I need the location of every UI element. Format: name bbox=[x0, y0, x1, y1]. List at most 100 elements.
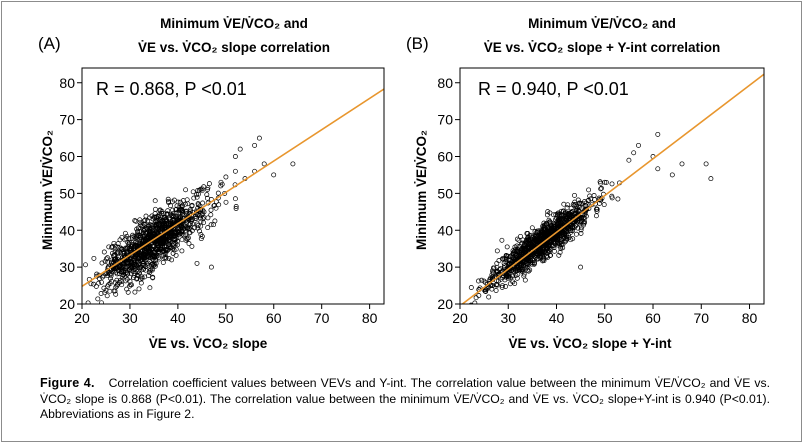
panel-b-point bbox=[518, 251, 524, 257]
panel-b-point bbox=[522, 277, 528, 283]
panel-a-point bbox=[176, 211, 182, 217]
panel-a-point bbox=[152, 206, 158, 212]
panel-a-point bbox=[107, 281, 113, 286]
panel-a-point bbox=[184, 236, 190, 242]
panel-b-point bbox=[476, 278, 481, 284]
panel-a-point bbox=[232, 196, 238, 202]
panel-b-point bbox=[609, 195, 615, 201]
panel-a-point bbox=[170, 199, 175, 205]
panel-a-point bbox=[213, 205, 219, 211]
panel-a-point bbox=[118, 250, 124, 256]
panel-a-point bbox=[180, 208, 186, 214]
panel-b-point bbox=[541, 220, 547, 226]
panel-b-point bbox=[551, 235, 557, 241]
panel-a-point bbox=[152, 198, 158, 204]
panel-a-point bbox=[205, 187, 210, 192]
panel-a-point bbox=[128, 248, 133, 254]
panel-b-point bbox=[591, 193, 597, 198]
panel-a-point bbox=[185, 235, 191, 241]
panel-b-point bbox=[581, 219, 587, 225]
panel-b-point bbox=[552, 248, 557, 254]
panel-b-point bbox=[494, 248, 500, 254]
panel-a-point bbox=[147, 270, 153, 275]
panel-a-point bbox=[119, 278, 125, 284]
panel-a-point bbox=[140, 223, 146, 229]
panel-b-point bbox=[583, 203, 589, 209]
panel-a-point bbox=[216, 202, 222, 208]
panel-b-point bbox=[559, 213, 564, 218]
panel-a-outlier-point bbox=[256, 135, 262, 141]
panel-a-point bbox=[222, 190, 228, 196]
panel-a-point bbox=[149, 247, 155, 252]
panel-a-point bbox=[190, 189, 196, 195]
panel-a-point bbox=[164, 211, 170, 217]
panel-a-point bbox=[134, 276, 140, 282]
panel-a-point bbox=[200, 200, 206, 206]
panel-a-point bbox=[124, 233, 130, 239]
panel-b-point bbox=[540, 249, 546, 255]
panel-b-points bbox=[468, 131, 714, 304]
panel-b-point bbox=[493, 288, 499, 293]
panel-a-point bbox=[113, 291, 119, 297]
panel-a-point bbox=[164, 248, 170, 254]
panel-a-point bbox=[143, 267, 149, 273]
panel-a-outlier-point bbox=[271, 172, 277, 178]
panel-a-xtick-label: 30 bbox=[122, 310, 138, 326]
panel-b-point bbox=[575, 197, 581, 203]
panel-b-point bbox=[579, 215, 585, 220]
panel-a-point bbox=[185, 225, 191, 231]
caption-text: Correlation coefficient values between V… bbox=[40, 376, 770, 421]
panel-b-point bbox=[529, 225, 535, 231]
panel-b-point bbox=[543, 238, 549, 244]
panel-a-point bbox=[204, 192, 210, 198]
panel-a-ytick-label: 40 bbox=[59, 222, 75, 238]
panel-a-point bbox=[208, 222, 214, 228]
panel-b-point bbox=[510, 248, 516, 254]
panel-b-title-line2: V̇E vs. V̇CO₂ slope + Y-int correlation bbox=[484, 40, 720, 55]
panel-a-xtick-label: 40 bbox=[170, 310, 186, 326]
panel-a-point bbox=[213, 199, 219, 205]
panel-b-point bbox=[521, 271, 527, 277]
panel-a-point bbox=[179, 248, 185, 254]
panel-b-point bbox=[505, 260, 511, 266]
panel-b-point bbox=[499, 237, 505, 243]
panel-b-point bbox=[586, 187, 592, 193]
panel-b-point bbox=[603, 179, 609, 185]
panel-b-point bbox=[535, 256, 541, 262]
panel-a-xtick-label: 50 bbox=[218, 310, 234, 326]
panel-b-point bbox=[553, 239, 559, 245]
panel-a-point bbox=[158, 210, 164, 216]
panel-b-point bbox=[499, 284, 505, 290]
panel-b-xtick-label: 40 bbox=[549, 310, 565, 326]
panel-b-ytick-label: 70 bbox=[437, 112, 453, 128]
panel-b-point bbox=[572, 199, 578, 205]
panel-a-point bbox=[130, 269, 136, 274]
panel-b-point bbox=[468, 285, 474, 290]
panel-a-point bbox=[190, 221, 195, 227]
panel-b-point bbox=[561, 201, 567, 207]
panel-b-point bbox=[587, 193, 593, 199]
panel-a-point bbox=[112, 252, 118, 258]
panel-a-point bbox=[77, 282, 81, 286]
panel-a-point bbox=[108, 273, 114, 279]
panel-a-point bbox=[183, 187, 189, 193]
panel-b-point bbox=[550, 240, 556, 245]
panel-a-xtick-label: 60 bbox=[266, 310, 282, 326]
panel-b-point bbox=[546, 243, 552, 249]
panel-b-point bbox=[525, 234, 531, 240]
panel-a-point bbox=[160, 260, 166, 265]
panel-b-point bbox=[571, 211, 577, 217]
panel-b-point bbox=[568, 225, 574, 231]
panel-a-point bbox=[158, 245, 164, 251]
panel-a-point bbox=[150, 222, 156, 228]
panel-a-point bbox=[95, 296, 101, 302]
panel-a-point bbox=[153, 235, 159, 241]
panel-a-point bbox=[133, 252, 139, 258]
panel-b-outlier-point bbox=[626, 157, 632, 163]
panel-a-point bbox=[211, 222, 217, 228]
panel-a-point bbox=[198, 186, 204, 192]
panel-b-point bbox=[578, 227, 584, 233]
panel-b-point bbox=[609, 181, 615, 187]
panel-b-point bbox=[526, 268, 532, 274]
